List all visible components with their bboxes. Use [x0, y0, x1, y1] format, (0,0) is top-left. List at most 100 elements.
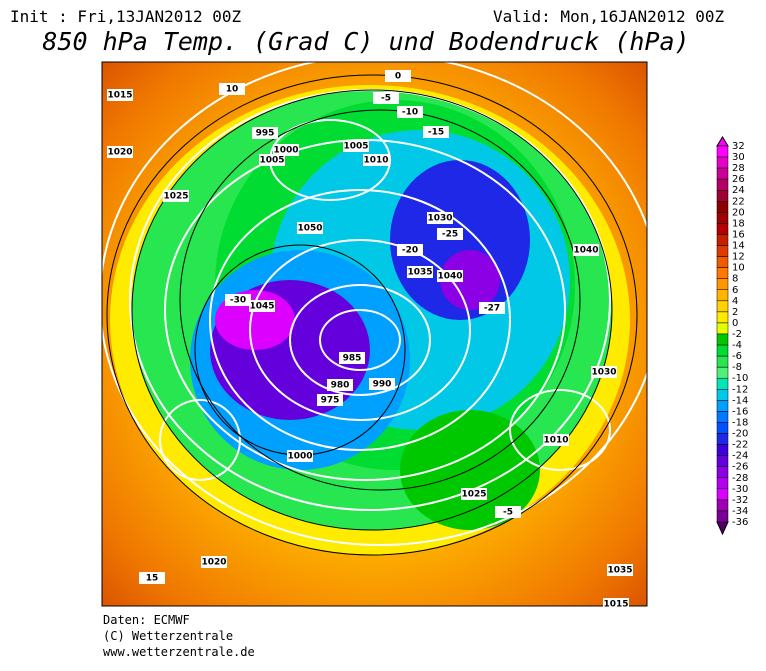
map-label: -30	[230, 296, 246, 306]
map-label-bg	[163, 190, 189, 202]
colorbar-label: 20	[732, 207, 745, 218]
colorbar-swatch	[716, 311, 729, 324]
map-label-bg	[249, 300, 275, 312]
colorbar-swatch	[716, 234, 729, 246]
colorbar: 32302826242220181614121086420-2-4-6-8-10…	[716, 136, 748, 536]
map-label-bg	[369, 378, 395, 390]
map-label: 1045	[249, 302, 274, 312]
colorbar-swatch	[716, 212, 729, 224]
colorbar-arrow-top	[716, 136, 729, 147]
colorbar-label: 8	[732, 274, 738, 285]
map-label: 1035	[407, 268, 432, 278]
map-label: 1010	[543, 436, 568, 446]
map-field	[102, 62, 647, 606]
colorbar-swatch	[716, 389, 729, 401]
colorbar-label: -22	[732, 440, 748, 451]
colorbar-label: 22	[732, 196, 745, 207]
map-label: 1015	[603, 600, 628, 610]
map-label: 10	[226, 85, 239, 95]
colorbar-swatch	[716, 433, 729, 445]
map-label: 975	[321, 396, 340, 406]
map-label-bg	[543, 434, 569, 446]
colorbar-swatch	[716, 477, 729, 490]
map-label: 1020	[201, 558, 226, 568]
colorbar-arrow-bottom	[716, 521, 729, 536]
map-label-bg	[373, 92, 399, 104]
valid-time: Valid: Mon,16JAN2012 00Z	[493, 7, 725, 26]
colorbar-label: -26	[732, 462, 748, 473]
colorbar-swatch	[716, 488, 729, 501]
colorbar-swatch	[716, 300, 729, 313]
map-label: 1035	[607, 566, 632, 576]
map-label-bg	[339, 352, 365, 364]
colorbar-label: 28	[732, 163, 745, 174]
colorbar-label: -30	[732, 484, 748, 495]
colorbar-swatch	[716, 366, 729, 379]
map-label: -5	[381, 94, 391, 104]
map-label-bg	[297, 222, 323, 234]
colorbar-swatch	[716, 322, 729, 335]
colorbar-label: 10	[732, 263, 745, 274]
colorbar-label: -4	[732, 340, 742, 351]
colorbar-swatch	[716, 167, 729, 180]
map-label: 0	[395, 72, 401, 82]
colorbar-label: -28	[732, 473, 748, 484]
colorbar-swatch	[716, 344, 729, 357]
map-label: 1000	[273, 146, 298, 156]
colorbar-label: 16	[732, 229, 745, 240]
colorbar-swatch	[716, 289, 729, 302]
colorbar-swatch	[716, 156, 729, 169]
map-label: 985	[343, 354, 362, 364]
colorbar-label: -32	[732, 495, 748, 506]
colorbar-swatch	[716, 499, 729, 512]
colorbar-label: -14	[732, 395, 748, 406]
map-label-bg	[407, 266, 433, 278]
colorbar-label: 24	[732, 185, 745, 196]
map-label: 1000	[287, 452, 312, 462]
colorbar-swatch	[716, 145, 729, 158]
colorbar-label: 12	[732, 252, 745, 263]
colorbar-label: 30	[732, 152, 745, 163]
map-label-bg	[385, 70, 411, 82]
map-label-bg	[219, 83, 245, 95]
colorbar-swatch	[716, 510, 729, 523]
colorbar-label: 6	[732, 285, 738, 296]
map-label: 1010	[363, 156, 388, 166]
map-label-bg	[573, 244, 599, 256]
map-label-bg	[343, 140, 369, 152]
map-label-bg	[607, 564, 633, 576]
map-label-bg	[363, 154, 389, 166]
map-label-bg	[107, 89, 133, 101]
map-label-bg	[107, 146, 133, 158]
map-label-bg	[437, 270, 463, 282]
map-label-bg	[139, 572, 165, 584]
colorbar-swatch	[716, 223, 729, 235]
colorbar-swatch	[716, 422, 729, 434]
map-label: 995	[256, 129, 275, 139]
colorbar-label: 4	[732, 296, 738, 307]
temp-zone	[440, 250, 500, 310]
map-label-bg	[591, 366, 617, 378]
colorbar-label: -6	[732, 351, 742, 362]
map-label: 1025	[163, 192, 188, 202]
map-label-bg	[397, 106, 423, 118]
map-label-bg	[603, 598, 629, 610]
map-label: 1020	[107, 148, 132, 158]
colorbar-swatch	[716, 377, 729, 390]
map-label: 1040	[573, 246, 598, 256]
colorbar-swatch	[716, 355, 729, 368]
colorbar-label: -18	[732, 417, 748, 428]
map-label: -15	[428, 128, 444, 138]
colorbar-label: -16	[732, 406, 748, 417]
colorbar-swatch	[716, 256, 729, 268]
colorbar-label: 0	[732, 318, 738, 329]
colorbar-label: 26	[732, 174, 745, 185]
map-label: 15	[146, 574, 159, 584]
colorbar-swatch	[716, 400, 729, 412]
map-label: 1030	[427, 214, 452, 224]
map-frame	[101, 61, 648, 607]
colorbar-label: -20	[732, 429, 748, 440]
colorbar-label: -12	[732, 384, 748, 395]
